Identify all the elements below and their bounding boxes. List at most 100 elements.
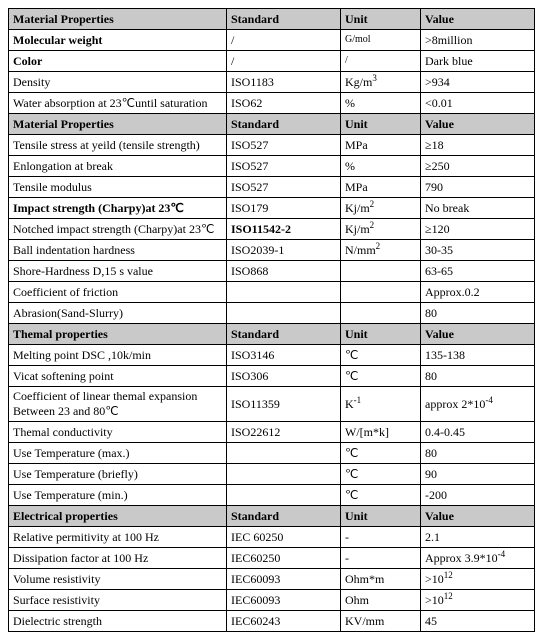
cell-property: Molecular weight — [9, 30, 227, 51]
table-row: DensityISO1183Kg/m3>934 — [9, 72, 535, 93]
cell-value: >1012 — [421, 569, 535, 590]
cell-unit: / — [341, 51, 421, 72]
cell-property: Coefficient of friction — [9, 282, 227, 303]
cell-value: 80 — [421, 366, 535, 387]
cell-value: Dark blue — [421, 51, 535, 72]
cell-unit — [341, 261, 421, 282]
cell-value: approx 2*10-4 — [421, 387, 535, 422]
cell-property: Themal conductivity — [9, 422, 227, 443]
cell-value: ≥250 — [421, 156, 535, 177]
cell-value: >1012 — [421, 590, 535, 611]
cell-value: 2.1 — [421, 527, 535, 548]
cell-value: >8million — [421, 30, 535, 51]
cell-unit: KV/mm — [341, 611, 421, 632]
col-header-unit: Unit — [341, 9, 421, 30]
cell-property: Relative permitivity at 100 Hz — [9, 527, 227, 548]
cell-standard: ISO179 — [227, 198, 341, 219]
cell-value: ≥18 — [421, 135, 535, 156]
table-row: Vicat softening pointISO306℃80 — [9, 366, 535, 387]
cell-property: Vicat softening point — [9, 366, 227, 387]
cell-value: 790 — [421, 177, 535, 198]
col-header-standard: Standard — [227, 9, 341, 30]
cell-unit: % — [341, 93, 421, 114]
table-row: Use Temperature (min.)℃-200 — [9, 485, 535, 506]
col-header-property: Themal properties — [9, 324, 227, 345]
cell-unit: ℃ — [341, 345, 421, 366]
cell-unit: Ohm*m — [341, 569, 421, 590]
cell-value: >934 — [421, 72, 535, 93]
cell-unit: ℃ — [341, 366, 421, 387]
cell-property: Use Temperature (min.) — [9, 485, 227, 506]
cell-unit: K-1 — [341, 387, 421, 422]
cell-standard: / — [227, 51, 341, 72]
cell-unit: Kg/m3 — [341, 72, 421, 93]
table-row: Dissipation factor at 100 HzIEC60250-App… — [9, 548, 535, 569]
cell-standard — [227, 303, 341, 324]
cell-value: 80 — [421, 303, 535, 324]
cell-property: Density — [9, 72, 227, 93]
cell-property: Tensile modulus — [9, 177, 227, 198]
table-row: Coefficient of frictionApprox.0.2 — [9, 282, 535, 303]
cell-unit: - — [341, 548, 421, 569]
col-header-value: Value — [421, 324, 535, 345]
col-header-unit: Unit — [341, 324, 421, 345]
cell-property: Water absorption at 23℃until saturation — [9, 93, 227, 114]
cell-unit: G/mol — [341, 30, 421, 51]
table-row: Shore-Hardness D,15 s valueISO86863-65 — [9, 261, 535, 282]
cell-standard: ISO527 — [227, 135, 341, 156]
col-header-standard: Standard — [227, 324, 341, 345]
cell-property: Color — [9, 51, 227, 72]
cell-standard: IEC60093 — [227, 569, 341, 590]
cell-standard — [227, 282, 341, 303]
section-header-row: Electrical propertiesStandardUnitValue — [9, 506, 535, 527]
cell-unit: MPa — [341, 135, 421, 156]
cell-standard: IEC60093 — [227, 590, 341, 611]
cell-standard: ISO527 — [227, 177, 341, 198]
table-row: Themal conductivityISO22612W/[m*k]0.4-0.… — [9, 422, 535, 443]
section-header-row: Material PropertiesStandardUnitValue — [9, 114, 535, 135]
cell-property: Impact strength (Charpy)at 23℃ — [9, 198, 227, 219]
col-header-standard: Standard — [227, 114, 341, 135]
cell-value: 30-35 — [421, 240, 535, 261]
cell-value: <0.01 — [421, 93, 535, 114]
cell-unit: W/[m*k] — [341, 422, 421, 443]
table-row: Molecular weight/G/mol>8million — [9, 30, 535, 51]
section-header-row: Themal propertiesStandardUnitValue — [9, 324, 535, 345]
cell-value: No break — [421, 198, 535, 219]
cell-property: Use Temperature (briefly) — [9, 464, 227, 485]
cell-standard: IEC60243 — [227, 611, 341, 632]
cell-property: Volume resistivity — [9, 569, 227, 590]
col-header-standard: Standard — [227, 506, 341, 527]
cell-standard: ISO11542-2 — [227, 219, 341, 240]
table-row: Ball indentation hardnessISO2039-1N/mm23… — [9, 240, 535, 261]
col-header-property: Material Properties — [9, 114, 227, 135]
table-row: Use Temperature (max.)℃80 — [9, 443, 535, 464]
cell-value: Approx 3.9*10-4 — [421, 548, 535, 569]
cell-property: Notched impact strength (Charpy)at 23℃ — [9, 219, 227, 240]
table-row: Volume resistivityIEC60093Ohm*m>1012 — [9, 569, 535, 590]
cell-standard — [227, 485, 341, 506]
cell-property: Ball indentation hardness — [9, 240, 227, 261]
table-row: Dielectric strengthIEC60243KV/mm45 — [9, 611, 535, 632]
cell-standard: ISO527 — [227, 156, 341, 177]
col-header-property: Electrical properties — [9, 506, 227, 527]
table-row: Coefficient of linear themal expansion B… — [9, 387, 535, 422]
col-header-value: Value — [421, 9, 535, 30]
table-row: Water absorption at 23℃until saturationI… — [9, 93, 535, 114]
col-header-unit: Unit — [341, 114, 421, 135]
table-row: Surface resistivityIEC60093Ohm>1012 — [9, 590, 535, 611]
cell-standard: ISO868 — [227, 261, 341, 282]
cell-property: Use Temperature (max.) — [9, 443, 227, 464]
table-row: Tensile modulusISO527MPa790 — [9, 177, 535, 198]
cell-unit: MPa — [341, 177, 421, 198]
cell-standard: ISO3146 — [227, 345, 341, 366]
cell-unit — [341, 282, 421, 303]
table-row: Enlongation at breakISO527%≥250 — [9, 156, 535, 177]
cell-unit: % — [341, 156, 421, 177]
table-row: Color//Dark blue — [9, 51, 535, 72]
properties-table: Material PropertiesStandardUnitValueMole… — [8, 8, 535, 632]
cell-property: Dielectric strength — [9, 611, 227, 632]
table-row: Abrasion(Sand-Slurry)80 — [9, 303, 535, 324]
col-header-unit: Unit — [341, 506, 421, 527]
cell-standard: / — [227, 30, 341, 51]
